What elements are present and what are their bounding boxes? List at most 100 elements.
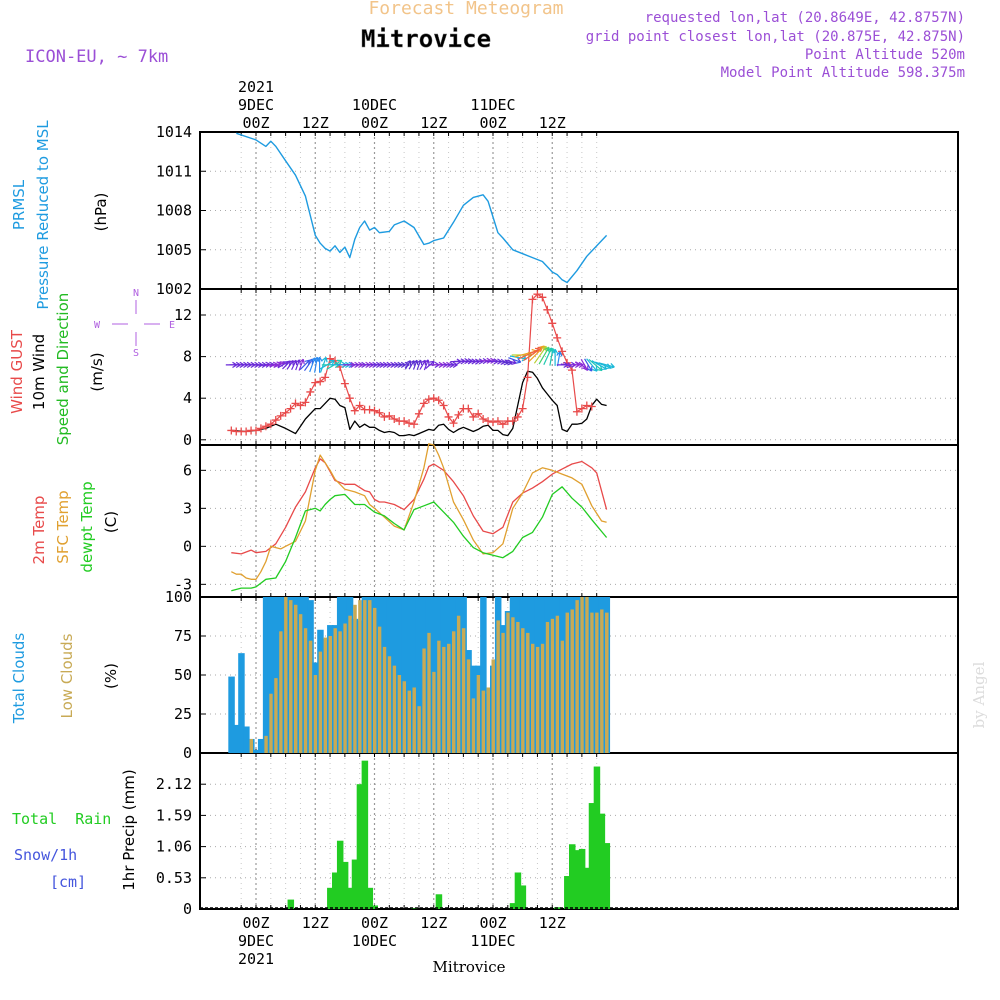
compass-w: W [94, 320, 101, 331]
wind-gust-label: Wind GUST [8, 329, 26, 414]
low-clouds-bar [466, 659, 471, 753]
snow-unit-label: [cm] [50, 873, 86, 891]
wind-gust-marker [543, 305, 552, 314]
temp-panel-labels: 2m Temp SFC Temp dewpt Temp (C) [30, 481, 120, 572]
time-label-top: 12Z [302, 114, 329, 132]
total-clouds-label: Total Clouds [10, 633, 28, 725]
low-clouds-bar [452, 631, 456, 753]
low-clouds-bar [481, 690, 486, 753]
pressure-panel-labels: PRMSL Pressure Reduced to MSL (hPa) [10, 120, 110, 310]
wind-gust-marker [261, 422, 270, 431]
wind-gust-marker [572, 407, 581, 416]
low-clouds-bar [511, 617, 515, 753]
time-label-bottom: 11DEC [470, 932, 515, 950]
wind-gust-marker [266, 420, 275, 429]
low-clouds-bar [284, 597, 288, 753]
wind-gust-marker [538, 293, 547, 302]
rain-bar [514, 872, 522, 909]
wind-gust-marker [271, 416, 280, 425]
total-clouds-bar [411, 597, 418, 753]
wind-gust-marker [454, 410, 463, 419]
low-clouds-bar [377, 626, 382, 753]
wind-gust-marker [479, 415, 488, 423]
y-tick-label: 1011 [156, 162, 192, 180]
compass-s: S [133, 348, 139, 359]
low-clouds-bar [565, 612, 570, 753]
time-label-top: 11DEC [470, 96, 515, 114]
wind-gust-marker [256, 424, 265, 433]
pressure-line [236, 132, 608, 284]
total-clouds-bar [253, 749, 260, 753]
wind-gust-marker [405, 419, 414, 428]
wind-gust-marker [444, 412, 453, 421]
low-clouds-bar [545, 621, 550, 753]
low-clouds-bar [358, 600, 362, 753]
low-clouds-bar [432, 671, 436, 753]
low-clouds-bar [373, 607, 377, 753]
wind-direction-arrow [446, 361, 458, 369]
low-clouds-bar [303, 628, 308, 753]
total-clouds-bar [228, 676, 235, 753]
wind-direction-arrow [551, 348, 559, 366]
wind-gust-marker [533, 290, 542, 299]
low-clouds-bar [595, 612, 599, 753]
low-clouds-bar [486, 687, 491, 753]
wind-direction-arrow [508, 357, 522, 364]
wind-gust-marker [449, 419, 458, 428]
dewpt-label: dewpt Temp [78, 481, 96, 572]
low-clouds-bar [491, 659, 495, 753]
time-label-top: 2021 [238, 78, 274, 96]
y-tick-label: 50 [174, 666, 192, 684]
wind-gust-marker [316, 377, 325, 386]
low-clouds-bar [343, 623, 347, 753]
low-clouds-bar [279, 631, 283, 753]
low-clouds-bar [461, 628, 466, 753]
low-clouds-bar [328, 636, 333, 753]
low-clouds-bar [382, 646, 387, 753]
y-tick-label: 0 [183, 431, 192, 449]
wind-gust-marker [474, 409, 483, 418]
wind-gust-marker [252, 426, 260, 435]
total-clouds-bar [272, 597, 280, 753]
wind-gust-marker [296, 401, 305, 410]
dewpt-line [231, 486, 608, 592]
wind-gust-marker [508, 417, 517, 426]
wind-gust-marker [370, 406, 379, 415]
time-label-bottom: 00Z [479, 914, 506, 932]
low-clouds-bar [585, 597, 589, 753]
low-clouds-bar [298, 614, 303, 753]
low-clouds-bar [387, 656, 392, 753]
low-clouds-bar [476, 675, 481, 753]
wind-gust-marker [291, 399, 300, 408]
low-clouds-bar [308, 640, 313, 753]
wind-gust-marker [414, 409, 423, 418]
low-clouds-bar [289, 600, 293, 753]
y-tick-label: 1008 [156, 202, 192, 220]
low-clouds-bar [274, 678, 278, 753]
low-clouds-bar [368, 600, 372, 753]
wind-gust-marker [558, 347, 567, 356]
temp-unit-label: (C) [102, 511, 120, 533]
y-tick-label: 8 [183, 348, 192, 366]
low-clouds-bar [516, 621, 520, 753]
total-rain-label: Total Rain [12, 810, 111, 828]
time-label-top: 10DEC [352, 96, 397, 114]
compass-e: E [169, 320, 175, 331]
low-clouds-bar [392, 665, 397, 753]
wind-gust-marker [577, 404, 586, 413]
wind-gust-marker [306, 387, 315, 396]
wind-gust-marker [424, 395, 433, 404]
y-tick-label: 1.59 [156, 806, 192, 824]
low-clouds-bar [264, 735, 268, 753]
low-clouds-bar [496, 620, 500, 753]
wind-gust-marker [493, 417, 502, 426]
wind-gust-marker [582, 401, 591, 410]
rain-bar [509, 903, 517, 909]
panel-frame-pressure [199, 131, 959, 290]
wind-direction-arrow [316, 356, 323, 373]
low-clouds-bar [506, 612, 510, 753]
y-tick-label: 25 [174, 705, 192, 723]
low-clouds-bar [442, 646, 446, 753]
low-clouds-bar [363, 600, 367, 753]
grid-point-coords: grid point closest lon,lat (20.875E, 42.… [586, 29, 965, 45]
